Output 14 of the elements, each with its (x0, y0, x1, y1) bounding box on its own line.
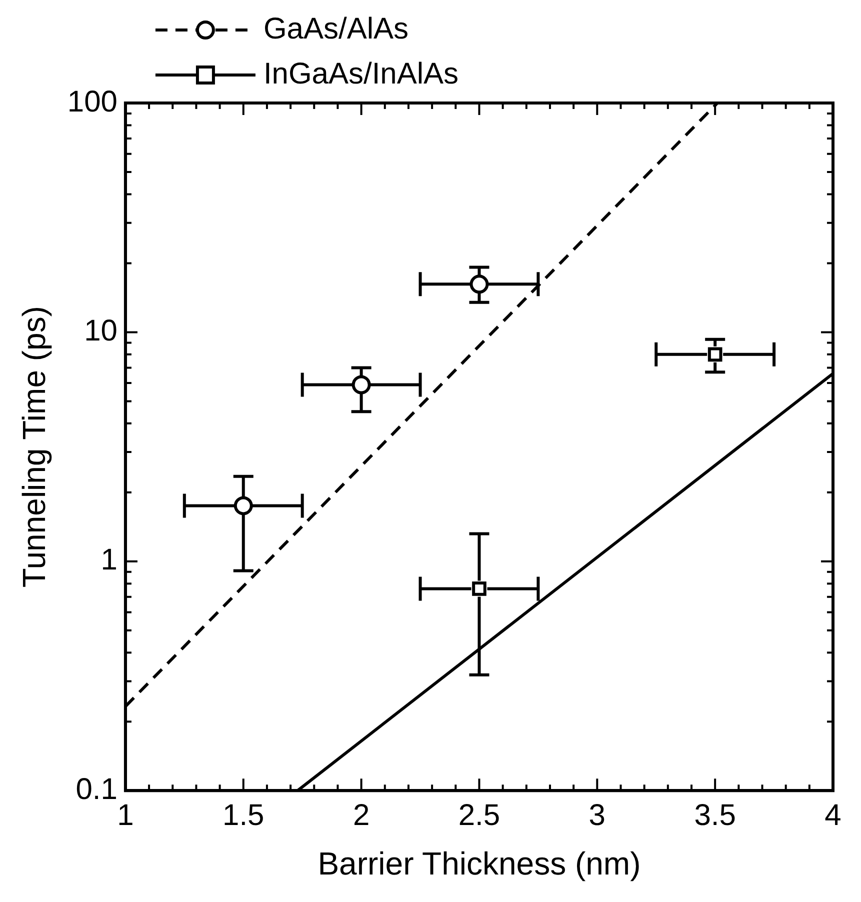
legend-label: InGaAs/InAlAs (263, 57, 459, 90)
x-tick-label: 1.5 (222, 798, 264, 832)
x-tick-label: 3.5 (694, 798, 736, 832)
y-tick-label: 0.1 (76, 772, 118, 806)
x-tick-label: 2.5 (458, 798, 500, 832)
x-tick-label: 4 (824, 798, 842, 832)
legend-label: GaAs/AlAs (263, 12, 409, 46)
x-axis-title: Barrier Thickness (nm) (318, 846, 641, 882)
y-axis-title: Tunneling Time (ps) (16, 306, 52, 588)
x-tick-label: 3 (588, 798, 606, 832)
x-tick-label: 2 (352, 798, 370, 832)
y-tick-label: 1 (100, 544, 118, 577)
y-tick-label: 10 (84, 314, 118, 348)
y-tick-label: 100 (67, 85, 118, 118)
